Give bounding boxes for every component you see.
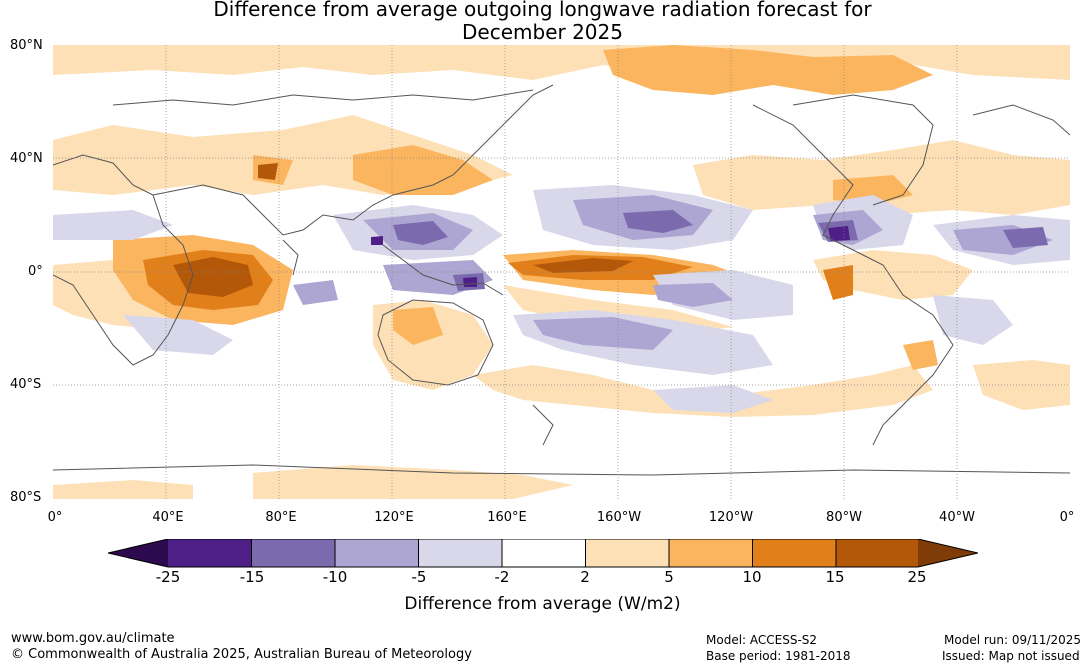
colorbar-bin-neg-10-5	[335, 539, 419, 567]
lon-label-0-left: 0°	[47, 510, 63, 525]
map-title: Difference from average outgoing longwav…	[0, 0, 1085, 44]
lat-label-0: 0°	[28, 264, 43, 279]
map-canvas	[53, 45, 1070, 499]
colorbar-tick: -10	[322, 568, 348, 586]
lon-label-80w: 80°W	[826, 510, 862, 525]
colorbar-below-min	[108, 539, 168, 567]
lon-label-120e: 120°E	[374, 510, 414, 525]
colorbar-above-max	[918, 539, 978, 567]
lon-label-120w: 120°W	[708, 510, 754, 525]
colorbar-bin-neutral	[502, 539, 586, 567]
anomaly-positive-2-5	[53, 45, 1070, 499]
colorbar-bin-pos-2-5	[585, 539, 669, 567]
colorbar-label: Difference from average (W/m2)	[404, 594, 681, 614]
colorbar-bin-neg-25-15	[168, 539, 252, 567]
colorbar-bin-neg-5-2	[418, 539, 502, 567]
anomaly-negative-15-25	[371, 226, 850, 287]
lat-label-80n: 80°N	[10, 38, 43, 53]
colorbar-tick: 15	[825, 568, 845, 586]
lon-label-160w: 160°W	[596, 510, 642, 525]
model-run-date: Model run: 09/11/2025	[944, 633, 1082, 647]
graticule	[53, 45, 1070, 499]
coastlines	[53, 84, 1070, 476]
colorbar-tick: 10	[742, 568, 762, 586]
anomaly-positive-15-25	[173, 163, 633, 297]
website-link[interactable]: www.bom.gov.au/climate	[11, 631, 175, 646]
colorbar-bin-pos-10-15	[752, 539, 836, 567]
lon-label-0-right: 0°	[1059, 510, 1075, 525]
colorbar	[108, 539, 978, 568]
colorbar-bin-neg-15-10	[251, 539, 335, 567]
olr-anomaly-map	[53, 45, 1070, 499]
colorbar-tick: -25	[155, 568, 181, 586]
title-line-2: December 2025	[462, 20, 623, 44]
colorbar-tick: 25	[907, 568, 927, 586]
lat-label-40s: 40°S	[10, 377, 42, 392]
colorbar-bin-pos-15-25	[836, 539, 918, 567]
lon-label-40e: 40°E	[152, 510, 184, 525]
lat-label-40n: 40°N	[10, 151, 43, 166]
colorbar-tick: -2	[494, 568, 510, 586]
model-name: Model: ACCESS-S2	[706, 633, 818, 647]
colorbar-dividers	[251, 539, 837, 567]
colorbar-bin-pos-5-10	[669, 539, 753, 567]
base-period: Base period: 1981-2018	[706, 649, 851, 663]
colorbar-tick: -15	[239, 568, 265, 586]
colorbar-tick: 2	[580, 568, 590, 586]
lon-label-80e: 80°E	[265, 510, 297, 525]
issued-status: Issued: Map not issued	[942, 649, 1080, 663]
colorbar-tick: -5	[411, 568, 427, 586]
lon-label-40w: 40°W	[939, 510, 975, 525]
lat-label-80s: 80°S	[10, 490, 42, 505]
colorbar-tick: 5	[664, 568, 674, 586]
title-line-1: Difference from average outgoing longwav…	[213, 0, 872, 21]
lon-label-160e: 160°E	[487, 510, 527, 525]
colorbar-outline	[108, 539, 978, 568]
copyright-text: © Commonwealth of Australia 2025, Austra…	[11, 647, 472, 662]
